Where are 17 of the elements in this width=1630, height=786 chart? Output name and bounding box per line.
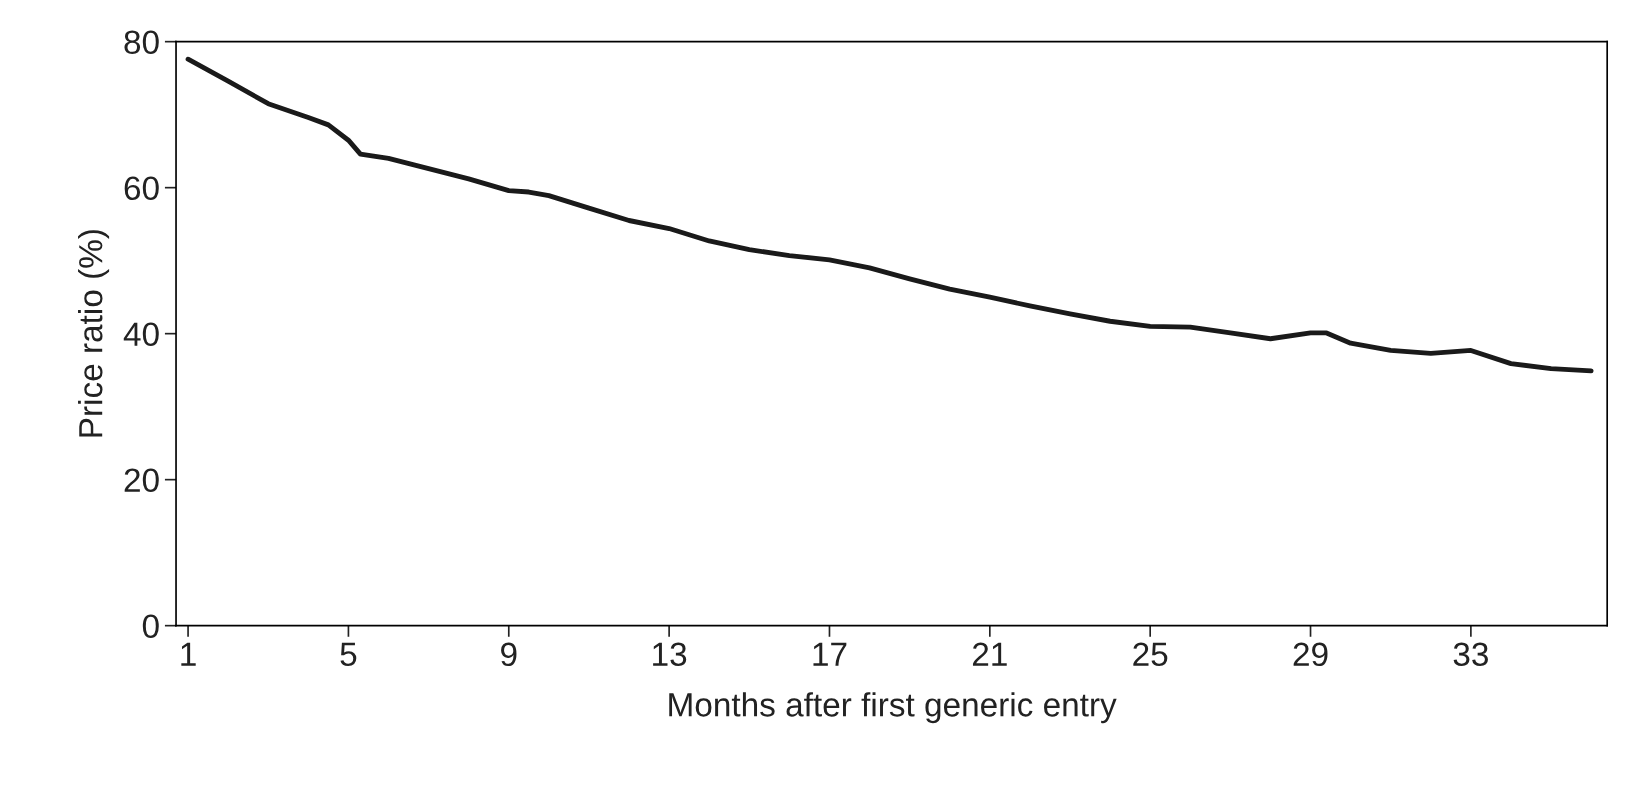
y-tick-label: 0 <box>142 614 159 639</box>
x-axis-title: Months after first generic entry <box>669 692 1117 724</box>
x-tick-label: 9 <box>501 642 517 667</box>
x-tick-label: 21 <box>972 642 1007 666</box>
x-tick-label: 1 <box>181 642 196 666</box>
x-tick-label: 29 <box>1293 642 1328 667</box>
line-series <box>185 56 1594 374</box>
x-tick-label: 5 <box>340 642 357 667</box>
x-tick-label: 13 <box>653 642 687 667</box>
x-tick-label: 33 <box>1453 642 1488 667</box>
y-tick-label: 60 <box>124 176 159 201</box>
x-tick-label: 17 <box>813 642 847 666</box>
y-tick-label: 80 <box>124 30 159 55</box>
y-tick-label: 20 <box>124 468 159 493</box>
y-axis-title: Price ratio (%) <box>78 230 110 437</box>
x-tick-label: 25 <box>1133 642 1168 667</box>
y-tick-label: 40 <box>123 322 159 347</box>
